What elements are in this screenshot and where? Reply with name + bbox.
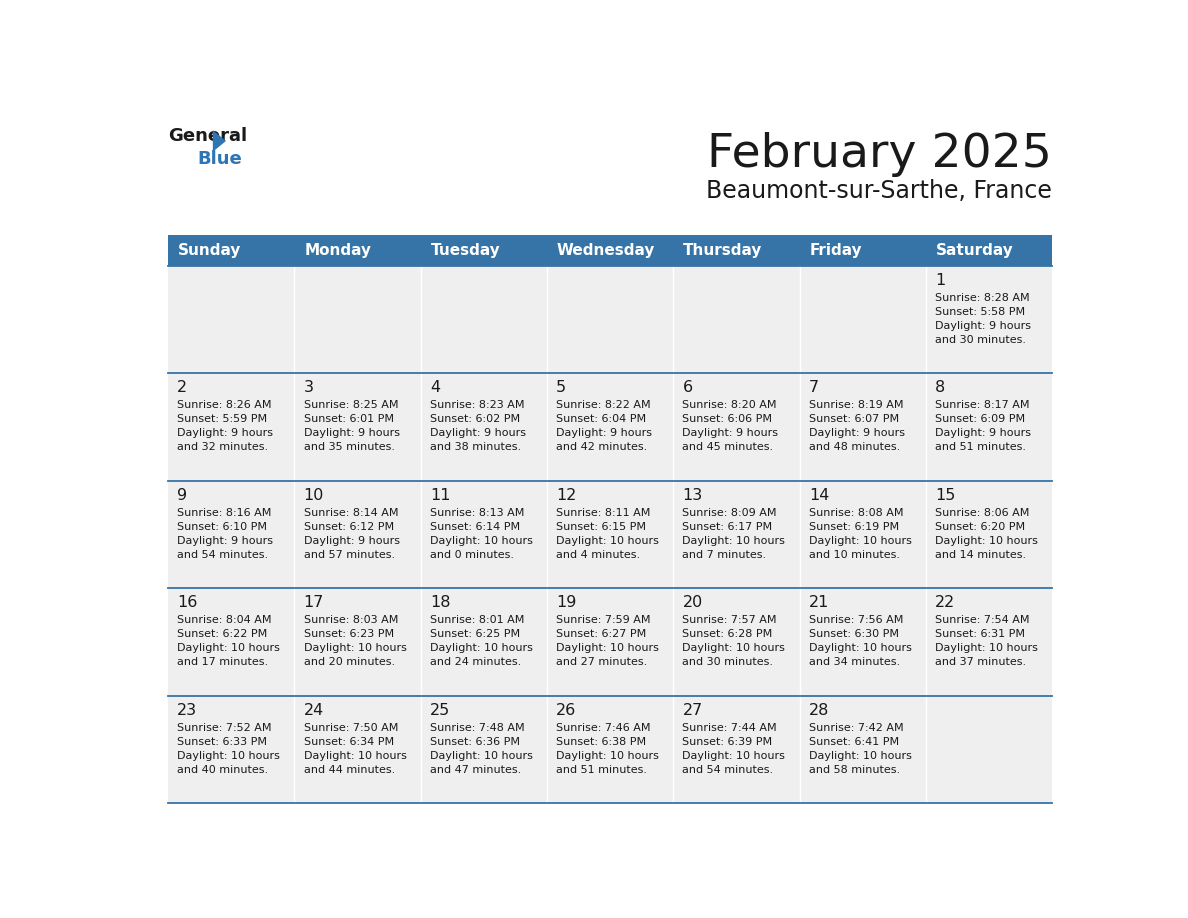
Bar	[546, 235, 674, 265]
Text: 16: 16	[177, 595, 197, 610]
Text: Sunrise: 8:09 AM
Sunset: 6:17 PM
Daylight: 10 hours
and 7 minutes.: Sunrise: 8:09 AM Sunset: 6:17 PM Dayligh…	[682, 508, 785, 560]
Text: 27: 27	[682, 702, 703, 718]
Text: 28: 28	[809, 702, 829, 718]
Text: Sunrise: 8:20 AM
Sunset: 6:06 PM
Daylight: 9 hours
and 45 minutes.: Sunrise: 8:20 AM Sunset: 6:06 PM Dayligh…	[682, 400, 778, 453]
Text: Sunrise: 8:23 AM
Sunset: 6:02 PM
Daylight: 9 hours
and 38 minutes.: Sunrise: 8:23 AM Sunset: 6:02 PM Dayligh…	[430, 400, 526, 453]
Text: Sunrise: 7:52 AM
Sunset: 6:33 PM
Daylight: 10 hours
and 40 minutes.: Sunrise: 7:52 AM Sunset: 6:33 PM Dayligh…	[177, 722, 280, 775]
Bar	[674, 235, 800, 265]
Text: February 2025: February 2025	[707, 131, 1053, 177]
Text: 8: 8	[935, 380, 946, 395]
Text: 25: 25	[430, 702, 450, 718]
Text: Sunday: Sunday	[178, 242, 241, 258]
Text: 18: 18	[430, 595, 450, 610]
Text: Sunrise: 8:13 AM
Sunset: 6:14 PM
Daylight: 10 hours
and 0 minutes.: Sunrise: 8:13 AM Sunset: 6:14 PM Dayligh…	[430, 508, 532, 560]
Text: Sunrise: 8:01 AM
Sunset: 6:25 PM
Daylight: 10 hours
and 24 minutes.: Sunrise: 8:01 AM Sunset: 6:25 PM Dayligh…	[430, 615, 532, 667]
Text: 2: 2	[177, 380, 188, 395]
Text: 7: 7	[809, 380, 819, 395]
Text: Sunrise: 7:57 AM
Sunset: 6:28 PM
Daylight: 10 hours
and 30 minutes.: Sunrise: 7:57 AM Sunset: 6:28 PM Dayligh…	[682, 615, 785, 667]
Bar	[925, 235, 1053, 265]
Text: Sunrise: 8:17 AM
Sunset: 6:09 PM
Daylight: 9 hours
and 51 minutes.: Sunrise: 8:17 AM Sunset: 6:09 PM Dayligh…	[935, 400, 1031, 453]
Text: 11: 11	[430, 487, 450, 503]
Text: 23: 23	[177, 702, 197, 718]
Text: 10: 10	[303, 487, 324, 503]
Text: 12: 12	[556, 487, 576, 503]
Text: 3: 3	[303, 380, 314, 395]
Text: Wednesday: Wednesday	[557, 242, 656, 258]
Text: 13: 13	[682, 487, 703, 503]
Bar	[168, 696, 1053, 803]
Text: Sunrise: 8:22 AM
Sunset: 6:04 PM
Daylight: 9 hours
and 42 minutes.: Sunrise: 8:22 AM Sunset: 6:04 PM Dayligh…	[556, 400, 652, 453]
Text: 24: 24	[303, 702, 324, 718]
Text: Sunrise: 8:14 AM
Sunset: 6:12 PM
Daylight: 9 hours
and 57 minutes.: Sunrise: 8:14 AM Sunset: 6:12 PM Dayligh…	[303, 508, 399, 560]
Bar	[295, 235, 421, 265]
Text: 5: 5	[556, 380, 567, 395]
Polygon shape	[213, 130, 226, 151]
Text: 6: 6	[682, 380, 693, 395]
Text: Sunrise: 8:19 AM
Sunset: 6:07 PM
Daylight: 9 hours
and 48 minutes.: Sunrise: 8:19 AM Sunset: 6:07 PM Dayligh…	[809, 400, 905, 453]
Text: Sunrise: 8:06 AM
Sunset: 6:20 PM
Daylight: 10 hours
and 14 minutes.: Sunrise: 8:06 AM Sunset: 6:20 PM Dayligh…	[935, 508, 1038, 560]
Text: Beaumont-sur-Sarthe, France: Beaumont-sur-Sarthe, France	[707, 179, 1053, 204]
Bar	[168, 235, 295, 265]
Text: 26: 26	[556, 702, 576, 718]
Text: Sunrise: 7:56 AM
Sunset: 6:30 PM
Daylight: 10 hours
and 34 minutes.: Sunrise: 7:56 AM Sunset: 6:30 PM Dayligh…	[809, 615, 911, 667]
Text: 9: 9	[177, 487, 188, 503]
Text: Sunrise: 7:44 AM
Sunset: 6:39 PM
Daylight: 10 hours
and 54 minutes.: Sunrise: 7:44 AM Sunset: 6:39 PM Dayligh…	[682, 722, 785, 775]
Text: Sunrise: 7:46 AM
Sunset: 6:38 PM
Daylight: 10 hours
and 51 minutes.: Sunrise: 7:46 AM Sunset: 6:38 PM Dayligh…	[556, 722, 659, 775]
Text: Sunrise: 7:59 AM
Sunset: 6:27 PM
Daylight: 10 hours
and 27 minutes.: Sunrise: 7:59 AM Sunset: 6:27 PM Dayligh…	[556, 615, 659, 667]
Text: 21: 21	[809, 595, 829, 610]
Text: Sunrise: 7:42 AM
Sunset: 6:41 PM
Daylight: 10 hours
and 58 minutes.: Sunrise: 7:42 AM Sunset: 6:41 PM Dayligh…	[809, 722, 911, 775]
Text: 4: 4	[430, 380, 440, 395]
Text: Sunrise: 7:54 AM
Sunset: 6:31 PM
Daylight: 10 hours
and 37 minutes.: Sunrise: 7:54 AM Sunset: 6:31 PM Dayligh…	[935, 615, 1038, 667]
Text: 22: 22	[935, 595, 955, 610]
Bar	[168, 481, 1053, 588]
Text: 17: 17	[303, 595, 324, 610]
Text: Saturday: Saturday	[936, 242, 1013, 258]
Text: Blue: Blue	[197, 151, 242, 168]
Text: Tuesday: Tuesday	[430, 242, 500, 258]
Text: 14: 14	[809, 487, 829, 503]
Text: Sunrise: 8:26 AM
Sunset: 5:59 PM
Daylight: 9 hours
and 32 minutes.: Sunrise: 8:26 AM Sunset: 5:59 PM Dayligh…	[177, 400, 273, 453]
Text: Sunrise: 8:03 AM
Sunset: 6:23 PM
Daylight: 10 hours
and 20 minutes.: Sunrise: 8:03 AM Sunset: 6:23 PM Dayligh…	[303, 615, 406, 667]
Text: Sunrise: 8:08 AM
Sunset: 6:19 PM
Daylight: 10 hours
and 10 minutes.: Sunrise: 8:08 AM Sunset: 6:19 PM Dayligh…	[809, 508, 911, 560]
Text: Sunrise: 8:11 AM
Sunset: 6:15 PM
Daylight: 10 hours
and 4 minutes.: Sunrise: 8:11 AM Sunset: 6:15 PM Dayligh…	[556, 508, 659, 560]
Text: 20: 20	[682, 595, 703, 610]
Text: 15: 15	[935, 487, 955, 503]
Text: Thursday: Thursday	[683, 242, 763, 258]
Bar	[800, 235, 925, 265]
Text: Monday: Monday	[304, 242, 372, 258]
Bar	[168, 588, 1053, 696]
Text: Sunrise: 7:50 AM
Sunset: 6:34 PM
Daylight: 10 hours
and 44 minutes.: Sunrise: 7:50 AM Sunset: 6:34 PM Dayligh…	[303, 722, 406, 775]
Bar	[168, 374, 1053, 481]
Text: Sunrise: 8:28 AM
Sunset: 5:58 PM
Daylight: 9 hours
and 30 minutes.: Sunrise: 8:28 AM Sunset: 5:58 PM Dayligh…	[935, 293, 1031, 344]
Text: Sunrise: 8:04 AM
Sunset: 6:22 PM
Daylight: 10 hours
and 17 minutes.: Sunrise: 8:04 AM Sunset: 6:22 PM Dayligh…	[177, 615, 280, 667]
Bar	[421, 235, 546, 265]
Text: Sunrise: 7:48 AM
Sunset: 6:36 PM
Daylight: 10 hours
and 47 minutes.: Sunrise: 7:48 AM Sunset: 6:36 PM Dayligh…	[430, 722, 532, 775]
Text: General: General	[168, 127, 247, 145]
Text: Friday: Friday	[809, 242, 862, 258]
Text: 19: 19	[556, 595, 576, 610]
Text: Sunrise: 8:25 AM
Sunset: 6:01 PM
Daylight: 9 hours
and 35 minutes.: Sunrise: 8:25 AM Sunset: 6:01 PM Dayligh…	[303, 400, 399, 453]
Bar	[168, 265, 1053, 374]
Text: 1: 1	[935, 273, 946, 287]
Text: Sunrise: 8:16 AM
Sunset: 6:10 PM
Daylight: 9 hours
and 54 minutes.: Sunrise: 8:16 AM Sunset: 6:10 PM Dayligh…	[177, 508, 273, 560]
